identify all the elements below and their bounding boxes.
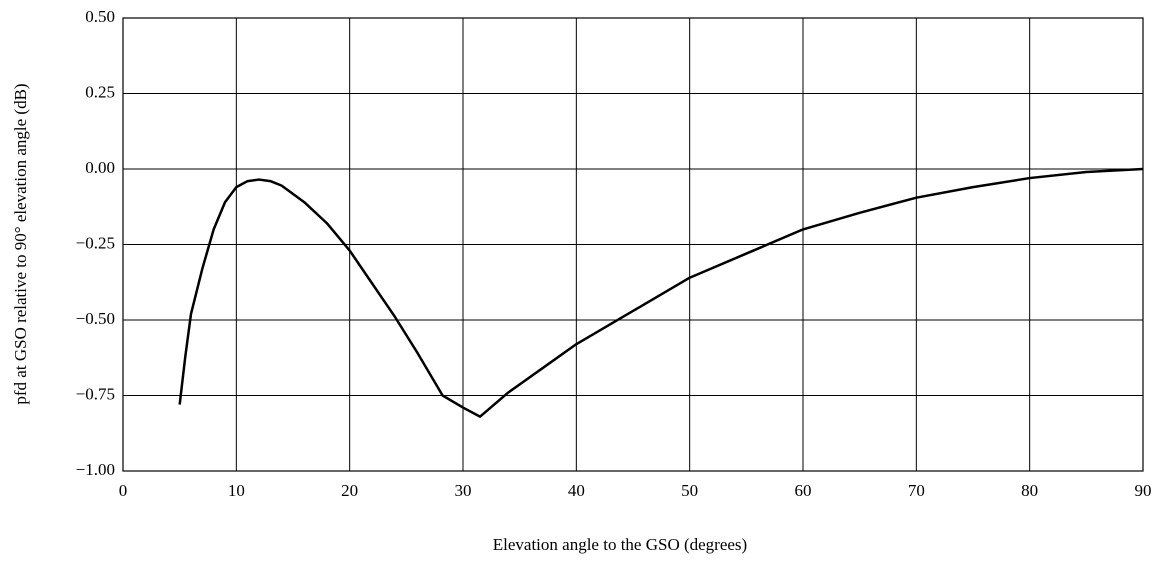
- x-tick-label: 10: [228, 481, 245, 500]
- y-axis-label: pfd at GSO relative to 90° elevation ang…: [11, 83, 30, 404]
- x-tick-label: 0: [119, 481, 128, 500]
- y-tick-label: 0.00: [85, 158, 115, 177]
- x-tick-label: 50: [681, 481, 698, 500]
- y-tick-label: 0.25: [85, 82, 115, 101]
- y-tick-label: 0.50: [85, 7, 115, 26]
- x-axis-label: Elevation angle to the GSO (degrees): [493, 535, 747, 554]
- x-tick-label: 40: [568, 481, 585, 500]
- x-tick-label: 60: [795, 481, 812, 500]
- y-tick-label: −0.75: [76, 384, 115, 403]
- data-line: [178, 167, 1144, 418]
- x-tick-label: 20: [341, 481, 358, 500]
- x-tick-label: 90: [1135, 481, 1152, 500]
- x-tick-label: 80: [1021, 481, 1038, 500]
- y-tick-label: −0.50: [76, 309, 115, 328]
- y-tick-label: −0.25: [76, 233, 115, 252]
- x-tick-label: 30: [455, 481, 472, 500]
- y-tick-label: −1.00: [76, 460, 115, 479]
- x-tick-label: 70: [908, 481, 925, 500]
